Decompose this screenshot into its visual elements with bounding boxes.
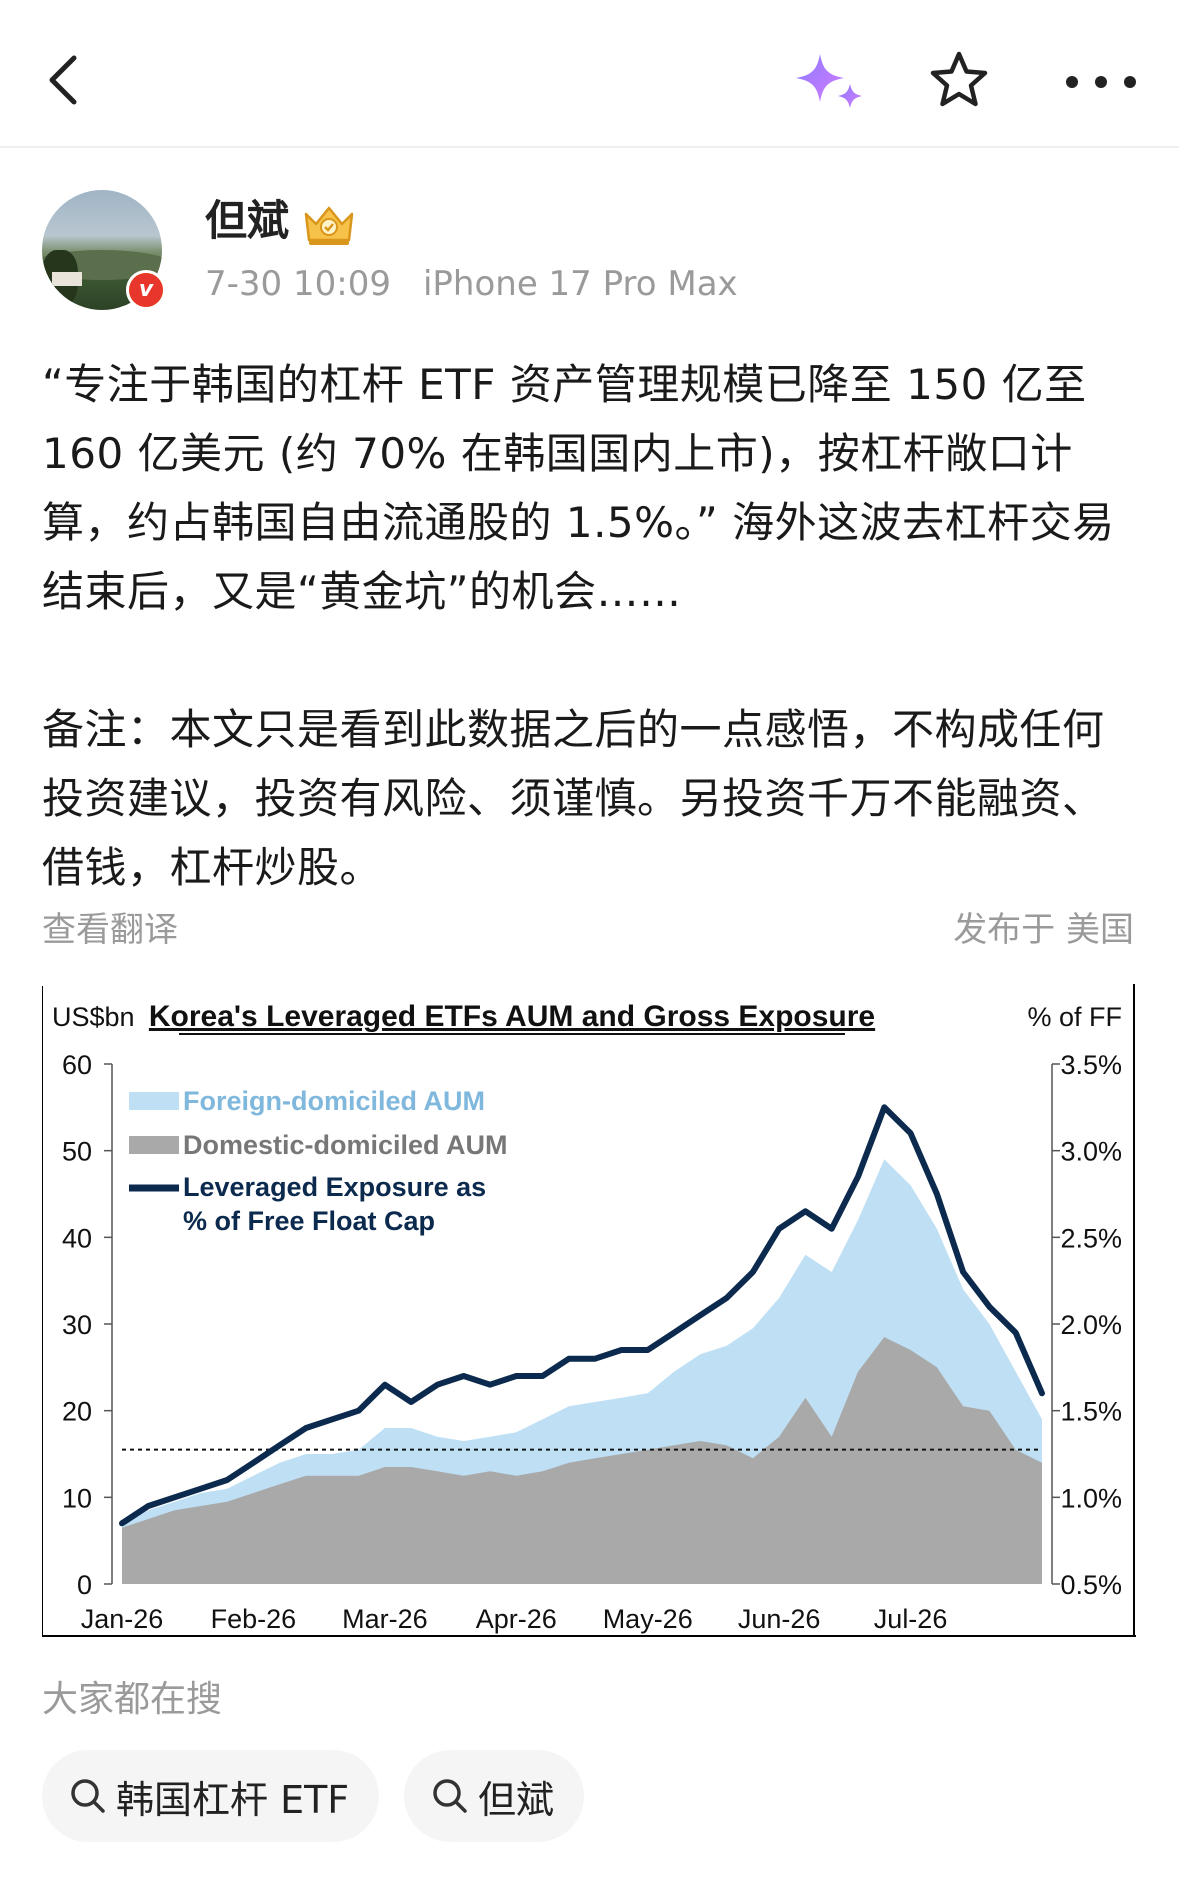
right-tick-label: 1.5% bbox=[1060, 1397, 1122, 1427]
chart-svg: Korea's Leveraged ETFs AUM and Gross Exp… bbox=[42, 984, 1136, 1637]
series-domestic-aum-area bbox=[122, 1337, 1042, 1584]
left-tick-label: 20 bbox=[62, 1397, 92, 1427]
avatar[interactable] bbox=[42, 190, 162, 310]
search-icon bbox=[71, 1779, 105, 1813]
x-tick-label: Apr-26 bbox=[476, 1604, 557, 1634]
post-body-text: “专注于韩国的杠杆 ETF 资产管理规模已降至 150 亿至 160 亿美元 (… bbox=[42, 360, 1115, 616]
search-suggestions-title: 大家都在搜 bbox=[42, 1679, 223, 1720]
x-tick-label: Jun-26 bbox=[738, 1604, 821, 1634]
more-icon[interactable] bbox=[1056, 54, 1146, 110]
back-icon[interactable] bbox=[36, 50, 96, 110]
legend-label-domestic: Domestic-domiciled AUM bbox=[183, 1130, 508, 1160]
left-tick-label: 40 bbox=[62, 1223, 92, 1253]
left-tick-label: 60 bbox=[62, 1050, 92, 1080]
legend-label-exposure-2: % of Free Float Cap bbox=[183, 1206, 435, 1236]
post-meta: 7-30 10:09 iPhone 17 Pro Max bbox=[205, 262, 738, 306]
right-axis-unit: % of FF bbox=[1027, 1002, 1122, 1032]
author-name[interactable]: 但斌 bbox=[205, 196, 290, 245]
search-chip-label: 但斌 bbox=[478, 1777, 555, 1822]
chart-title: Korea's Leveraged ETFs AUM and Gross Exp… bbox=[149, 1000, 875, 1033]
x-tick-label: Jul-26 bbox=[874, 1604, 948, 1634]
verified-v-icon: v bbox=[126, 270, 166, 310]
right-tick-label: 3.0% bbox=[1060, 1137, 1122, 1167]
right-tick-label: 2.0% bbox=[1060, 1310, 1122, 1340]
search-chip[interactable]: 但斌 bbox=[404, 1750, 585, 1842]
x-tick-label: Jan-26 bbox=[81, 1604, 164, 1634]
chart-image[interactable]: Korea's Leveraged ETFs AUM and Gross Exp… bbox=[42, 984, 1136, 1640]
legend-label-exposure: Leveraged Exposure as bbox=[183, 1172, 486, 1202]
ai-sparkle-icon[interactable] bbox=[792, 48, 870, 114]
search-icon bbox=[433, 1779, 467, 1813]
search-chip-label: 韩国杠杆 ETF bbox=[116, 1777, 350, 1822]
crown-vip-icon[interactable] bbox=[300, 200, 358, 248]
x-tick-label: May-26 bbox=[603, 1604, 693, 1634]
legend-label-foreign: Foreign-domiciled AUM bbox=[183, 1086, 485, 1116]
right-tick-label: 1.0% bbox=[1060, 1483, 1122, 1513]
translate-link[interactable]: 查看翻译 bbox=[42, 910, 178, 950]
right-tick-label: 2.5% bbox=[1060, 1223, 1122, 1253]
right-tick-label: 3.5% bbox=[1060, 1050, 1122, 1080]
legend-swatch-domestic bbox=[129, 1136, 179, 1154]
series-leveraged-exposure-line bbox=[119, 1104, 1045, 1527]
left-tick-label: 30 bbox=[62, 1310, 92, 1340]
post-note-text: 备注：本文只是看到此数据之后的一点感悟，不构成任何投资建议，投资有风险、须谨慎。… bbox=[42, 705, 1105, 892]
right-tick-label: 0.5% bbox=[1060, 1570, 1122, 1600]
favorite-star-icon[interactable] bbox=[926, 48, 992, 114]
post-location: 发布于 美国 bbox=[953, 910, 1134, 950]
post-date: 7-30 10:09 bbox=[205, 264, 391, 304]
left-tick-label: 10 bbox=[62, 1483, 92, 1513]
legend-swatch-foreign bbox=[129, 1092, 179, 1110]
left-tick-label: 0 bbox=[77, 1570, 92, 1600]
search-chip[interactable]: 韩国杠杆 ETF bbox=[42, 1750, 380, 1842]
x-tick-label: Mar-26 bbox=[342, 1604, 428, 1634]
post-device: iPhone 17 Pro Max bbox=[422, 264, 738, 304]
x-tick-label: Feb-26 bbox=[211, 1604, 297, 1634]
left-tick-label: 50 bbox=[62, 1137, 92, 1167]
top-bar bbox=[0, 0, 1179, 148]
left-axis-unit: US$bn bbox=[52, 1002, 135, 1032]
